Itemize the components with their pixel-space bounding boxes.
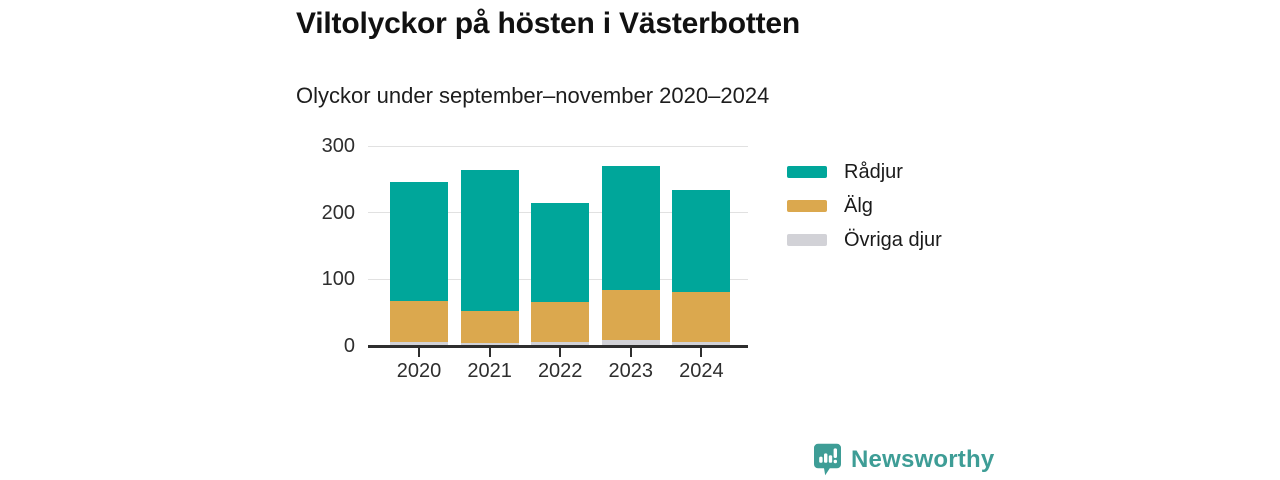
bar-segment-rådjur-2024 <box>672 190 731 292</box>
x-axis-tick <box>418 347 420 357</box>
bar-segment-övriga-djur-2020 <box>390 342 448 346</box>
chart-subtitle: Olyckor under september–november 2020–20… <box>296 83 770 108</box>
legend-label: Älg <box>844 195 873 217</box>
x-axis-label: 2022 <box>537 360 583 382</box>
newsworthy-icon <box>814 443 841 476</box>
bar-segment-övriga-djur-2023 <box>601 340 660 346</box>
bar-segment-övriga-djur-2021 <box>460 342 519 346</box>
x-axis-label: 2020 <box>396 360 442 382</box>
x-axis-line <box>368 344 748 348</box>
legend-item-älg: Älg <box>787 195 942 217</box>
bar-2020 <box>390 182 448 346</box>
x-axis-tick <box>488 347 491 357</box>
bar-segment-övriga-djur-2024 <box>672 342 731 346</box>
bar-2022 <box>531 202 590 346</box>
bar-segment-rådjur-2022 <box>531 202 590 303</box>
bar-segment-rådjur-2023 <box>601 165 660 291</box>
x-axis-tick <box>629 347 632 357</box>
legend-swatch <box>787 200 827 212</box>
x-axis-tick <box>559 347 562 357</box>
bar-segment-älg-2022 <box>531 302 590 342</box>
bar-segment-övriga-djur-2022 <box>531 341 590 346</box>
bar-segment-älg-2021 <box>460 310 519 343</box>
x-axis-label: 2024 <box>679 360 724 382</box>
legend-label: Övriga djur <box>844 229 942 251</box>
bar-segment-rådjur-2021 <box>460 170 519 311</box>
newsworthy-logo: Newsworthy <box>813 443 994 476</box>
y-axis-label: 300 <box>321 135 355 157</box>
bar-2021 <box>460 170 519 346</box>
legend-swatch <box>787 234 827 246</box>
y-axis-label: 200 <box>321 201 355 224</box>
bar-2023 <box>601 165 660 346</box>
bar-segment-älg-2020 <box>390 300 448 343</box>
gridline <box>368 145 748 147</box>
y-axis-label: 0 <box>343 335 355 357</box>
y-axis-label: 100 <box>321 268 355 291</box>
x-axis-tick <box>700 347 703 357</box>
bar-segment-älg-2023 <box>601 290 660 341</box>
bar-2024 <box>672 190 731 346</box>
x-axis-label: 2021 <box>467 360 512 382</box>
legend-label: Rådjur <box>844 161 903 183</box>
x-axis-label: 2023 <box>608 360 654 382</box>
bar-segment-rådjur-2020 <box>390 182 448 301</box>
legend: Rådjur Älg Övriga djur <box>787 161 942 251</box>
newsworthy-wordmark: Newsworthy <box>851 446 995 473</box>
legend-item-övriga-djur: Övriga djur <box>787 229 942 251</box>
bar-segment-älg-2024 <box>672 291 731 343</box>
chart-title: Viltolyckor på hösten i Västerbotten <box>296 7 801 40</box>
legend-item-rådjur: Rådjur <box>787 161 942 183</box>
legend-swatch <box>787 166 827 178</box>
